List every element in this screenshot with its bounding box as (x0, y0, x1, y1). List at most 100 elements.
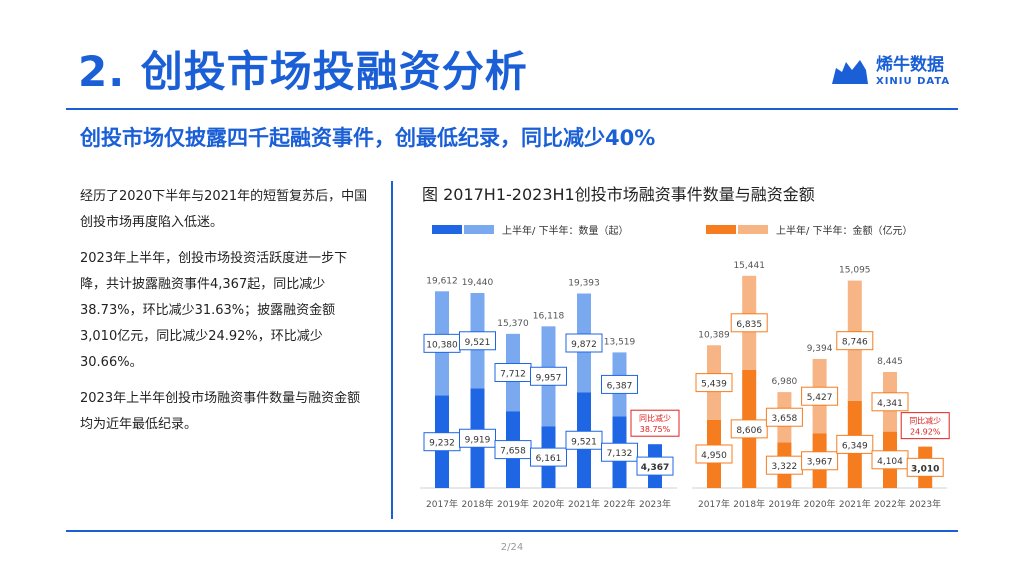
count-h1-data-label: 4,367 (641, 463, 669, 473)
amount-h1-label-box (730, 419, 768, 439)
count-total-label: 19,393 (568, 278, 600, 288)
count-total-label: 13,519 (604, 337, 636, 347)
count-h1-data-label: 9,232 (429, 439, 455, 449)
amount-callout-box (900, 412, 950, 440)
legend-swatch-h2 (738, 225, 768, 234)
legend-label: 上半年/ 下半年：金额（亿元） (776, 226, 913, 237)
count-callout-line1: 同比减少 (639, 413, 671, 423)
amount-h1-data-label: 6,349 (842, 441, 868, 451)
amount-tick-label: 2020年 (804, 498, 836, 510)
count-h2-label-box (565, 333, 603, 353)
amount-tick-label: 2021年 (839, 498, 871, 510)
amount-h1-data-label: 4,950 (701, 451, 727, 461)
amount-h2-label-box (836, 331, 874, 351)
count-h1-data-label: 9,919 (465, 435, 491, 445)
count-total-label: 16,118 (533, 311, 565, 321)
legend-swatch-h1 (432, 225, 462, 234)
count-tick-label: 2023年 (639, 498, 671, 510)
amount-h1-data-label: 8,606 (736, 426, 762, 436)
count-h1-data-label: 7,132 (607, 449, 633, 459)
logo: 烯牛数据 XINIU DATA (830, 54, 950, 90)
legend-swatch-h2 (464, 225, 494, 234)
page-subtitle: 创投市场仅披露四千起融资事件，创最低纪录，同比减少40% (80, 126, 656, 150)
amount-h2-label-box (871, 392, 909, 412)
footer-rule (66, 530, 958, 532)
legend-amount: 上半年/ 下半年：金额（亿元） (706, 222, 913, 237)
count-h2-data-label: 9,957 (536, 373, 562, 383)
count-tick-label: 2022年 (604, 498, 636, 510)
count-h2-data-label: 7,712 (500, 370, 526, 380)
amount-tick-label: 2022年 (874, 498, 906, 510)
count-h1-data-label: 9,521 (571, 437, 597, 447)
count-h2-label-box (459, 331, 496, 351)
amount-h2-data-label: 8,746 (842, 338, 868, 348)
count-h2-label-box (601, 374, 638, 394)
legend-count: 上半年/ 下半年：数量（起） (432, 222, 629, 237)
amount-h1-label-box (801, 451, 839, 471)
amount-h2-label-box (801, 386, 839, 406)
page-title: 2. 创投市场投融资分析 (78, 47, 528, 96)
amount-tick-label: 2023年 (909, 498, 941, 510)
amount-h1-data-label: 3,967 (807, 458, 833, 468)
amount-h1-data-label: 3,322 (772, 462, 798, 472)
count-h1-data-label: 6,161 (536, 454, 562, 464)
count-h1-label-box (565, 430, 603, 450)
amount-total-label: 6,980 (772, 377, 798, 387)
amount-tick-label: 2019年 (768, 498, 800, 510)
amount-tick-label: 2018年 (733, 498, 765, 510)
logo-name-en: XINIU DATA (876, 76, 951, 87)
chart-title: 图 2017H1-2023H1创投市场融资事件数量与融资金额 (422, 185, 815, 204)
amount-h2-label-box (765, 407, 803, 427)
amount-h2-data-label: 5,427 (807, 393, 833, 403)
amount-callout-line1: 同比减少 (909, 416, 941, 426)
count-h1-label-box (601, 442, 638, 462)
amount-h2-label-box (695, 373, 733, 393)
logo-name-cn: 烯牛数据 (876, 55, 944, 75)
count-total-label: 19,440 (462, 278, 494, 288)
amount-tick-label: 2017年 (698, 498, 730, 510)
count-callout-box (630, 409, 680, 437)
body-text: 经历了2020下半年与2021年的短暂复苏后，中国创投市场再度陷入低迷。 202… (80, 184, 370, 448)
count-tick-label: 2019年 (497, 498, 529, 510)
amount-h2-data-label: 6,835 (736, 320, 762, 330)
amount-callout-line2: 24.92% (910, 428, 941, 437)
count-h2-data-label: 9,521 (465, 338, 491, 348)
amount-h1-data-label: 4,104 (877, 457, 903, 467)
amount-h1-label-box (836, 434, 874, 454)
legend-swatch-h1 (706, 225, 736, 234)
count-h1-data-label: 7,658 (500, 447, 526, 457)
count-h2-data-label: 6,387 (607, 381, 633, 391)
amount-h1-label-box (906, 457, 944, 477)
count-h1-label-box (636, 456, 674, 476)
amount-h2-label-box (730, 313, 768, 333)
amount-h1-data-label: 3,010 (911, 464, 939, 474)
count-h2-label-box (530, 366, 567, 386)
amount-total-label: 15,095 (839, 266, 871, 276)
count-h2-data-label: 10,380 (426, 340, 458, 350)
count-h1-label-box (459, 428, 496, 448)
paragraph-1: 经历了2020下半年与2021年的短暂复苏后，中国创投市场再度陷入低迷。 (80, 189, 368, 230)
amount-h2-data-label: 3,658 (772, 414, 798, 424)
header-rule (66, 108, 958, 110)
amount-total-label: 15,441 (733, 261, 765, 271)
count-callout-line2: 38.75% (640, 425, 671, 434)
count-tick-label: 2021年 (568, 498, 600, 510)
amount-total-label: 8,445 (877, 357, 903, 367)
amount-total-label: 9,394 (807, 344, 833, 354)
count-tick-label: 2020年 (533, 498, 565, 510)
paragraph-2: 2023年上半年，创投市场投资活跃度进一步下降，共计披露融资事件4,367起，同… (80, 251, 348, 370)
amount-total-label: 10,389 (698, 330, 730, 340)
count-h2-data-label: 9,872 (571, 340, 597, 350)
count-total-label: 19,612 (426, 276, 458, 286)
vertical-divider (391, 181, 393, 519)
amount-h1-label-box (695, 444, 733, 464)
paragraph-3: 2023年上半年创投市场融资事件数量与融资金额均为近年最低纪录。 (80, 391, 361, 432)
rhino-logo-icon (832, 60, 868, 84)
count-tick-label: 2017年 (426, 498, 458, 510)
legend-label: 上半年/ 下半年：数量（起） (502, 226, 629, 237)
count-tick-label: 2018年 (462, 498, 494, 510)
count-h1-label-box (530, 447, 567, 467)
amount-h2-data-label: 5,439 (701, 380, 727, 390)
amount-h2-data-label: 4,341 (877, 399, 903, 409)
